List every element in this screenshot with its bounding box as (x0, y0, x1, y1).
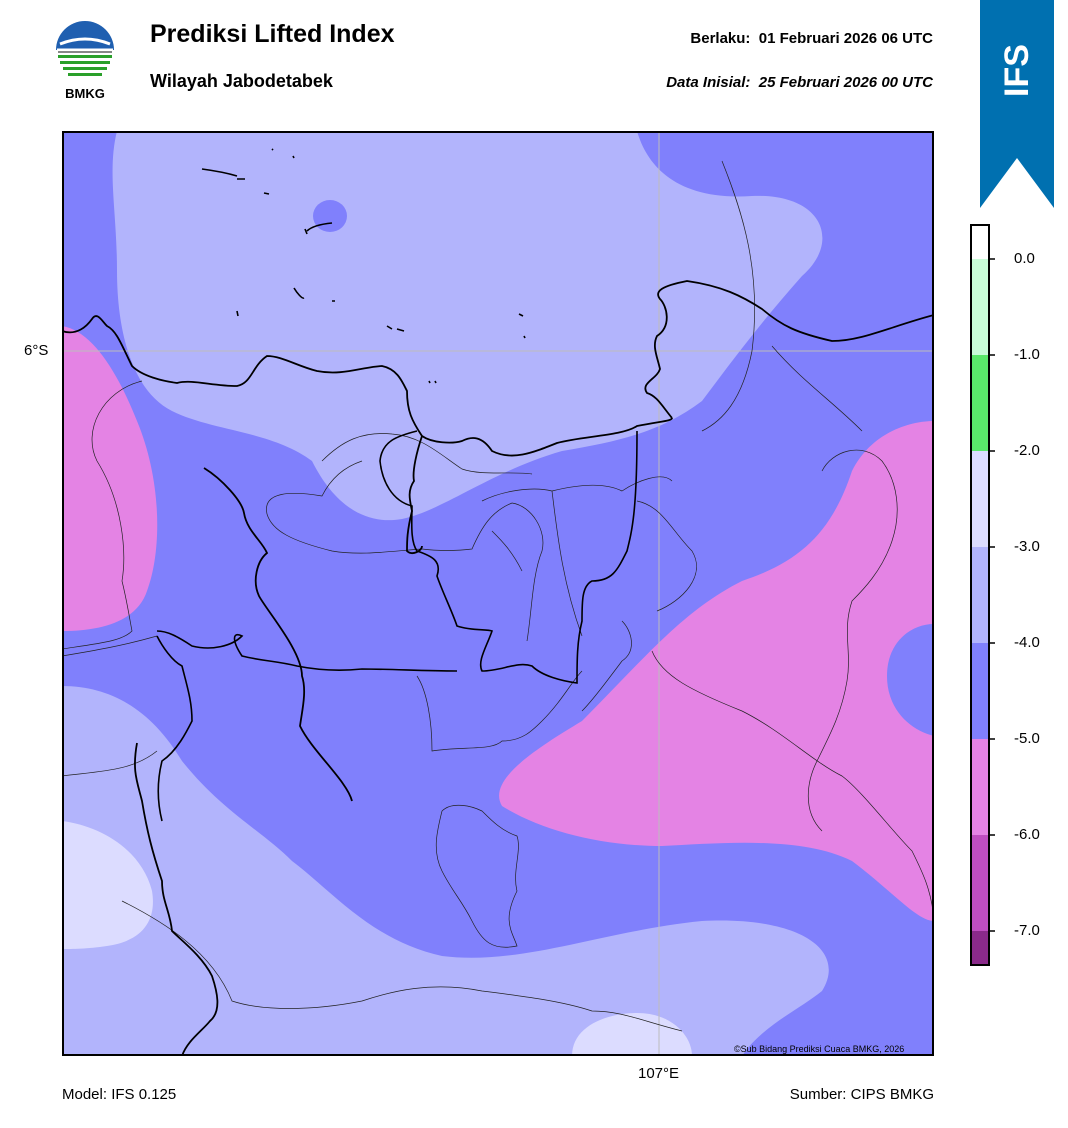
cbar-below-7 (971, 931, 989, 965)
init-time: Data Inisial: 25 Februari 2026 00 UTC (666, 74, 933, 91)
page-title: Prediksi Lifted Index (150, 20, 395, 48)
islands (201, 148, 526, 384)
cbar-tick-6: -6.0 (1014, 826, 1040, 843)
lat-tick-6s: 6°S (24, 342, 49, 359)
cbar-4-to-5 (971, 643, 989, 739)
bmkg-logo (55, 21, 115, 82)
shade-east-blob (887, 624, 934, 736)
shade-west-pink (62, 326, 158, 631)
ifs-ribbon (980, 0, 1054, 208)
copyright-text: ©Sub Bidang Prediksi Cuaca BMKG, 2026 (734, 1044, 905, 1054)
cbar-tick-7: -7.0 (1014, 922, 1040, 939)
district-boundaries (62, 160, 934, 1032)
shade-north-light (112, 131, 823, 521)
cbar-2-to-3 (971, 451, 989, 547)
shade-sw-pale (62, 821, 153, 949)
province-boundaries (156, 430, 638, 822)
region-subtitle: Wilayah Jabodetabek (150, 71, 333, 91)
cbar-3-to-4 (971, 547, 989, 643)
cbar-tick-2: -2.0 (1014, 442, 1040, 459)
source-label: Sumber: CIPS BMKG (789, 1086, 934, 1103)
lifted-index-map (62, 131, 934, 1056)
model-label: Model: IFS 0.125 (62, 1086, 177, 1103)
cbar-tick-3: -3.0 (1014, 538, 1040, 555)
cbar-tick-4: -4.0 (1014, 634, 1040, 651)
cbar-1-to-2 (971, 355, 989, 451)
shade-s-pale (572, 1013, 692, 1056)
cbar-above-0 (971, 225, 989, 259)
cbar-0-to-1 (971, 259, 989, 355)
colorbar (970, 224, 995, 966)
lon-tick-107e: 107°E (638, 1065, 680, 1082)
cbar-tick-1: -1.0 (1014, 346, 1040, 363)
cbar-tick-5: -5.0 (1014, 730, 1040, 747)
ifs-badge-text: IFS (997, 43, 1036, 97)
valid-time: Berlaku: 01 Februari 2026 06 UTC (690, 30, 933, 47)
shade-east-pink (499, 421, 934, 921)
cbar-tick-0: 0.0 (1014, 250, 1035, 267)
logo-text: BMKG (65, 86, 105, 101)
map-frame (62, 131, 934, 1056)
shade-south-light (62, 686, 829, 1056)
cbar-6-to-7 (971, 835, 989, 931)
cbar-5-to-6 (971, 739, 989, 835)
